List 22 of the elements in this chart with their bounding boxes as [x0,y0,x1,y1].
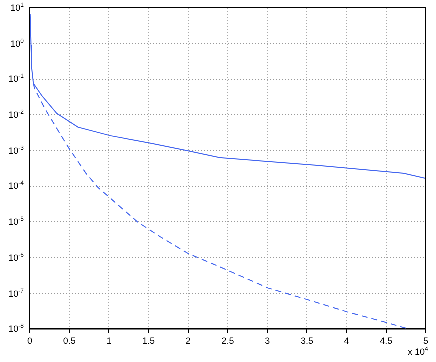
y-tick-label: 10$^{-1}$ [8,74,24,84]
x-tick-label: 2 [186,336,191,346]
y-tick-label: 10$^{0}$ [10,38,24,49]
x-tick-label: 4.5 [380,336,393,346]
y-tick-label: 10$^{-3}$ [8,146,24,156]
y-tick-label: 10$^{-4}$ [8,181,24,192]
y-tick-label: 10$^{-7}$ [8,288,24,298]
y-tick-label: 10$^{1}$ [10,3,24,13]
y-tick-label: 10$^{-2}$ [8,110,24,120]
x-tick-label: 0 [27,336,33,346]
x-tick-label: 3 [265,336,270,346]
x-tick-label: 4 [344,336,350,346]
y-tick-label: 10$^{-8}$ [8,324,24,334]
y-tick-label: 10$^{-5}$ [8,217,24,228]
x-tick-label: 1.5 [142,336,156,346]
x-tick-label: 1 [106,336,112,346]
x-tick-label: 0.5 [63,336,76,346]
x-tick-label: 5 [423,336,429,346]
y-tick-label: 10$^{-6}$ [8,252,24,263]
x-tick-label: 3.5 [300,336,314,346]
text: x 10$^{4}$ [408,347,428,358]
x-tick-label: 2.5 [222,336,234,346]
